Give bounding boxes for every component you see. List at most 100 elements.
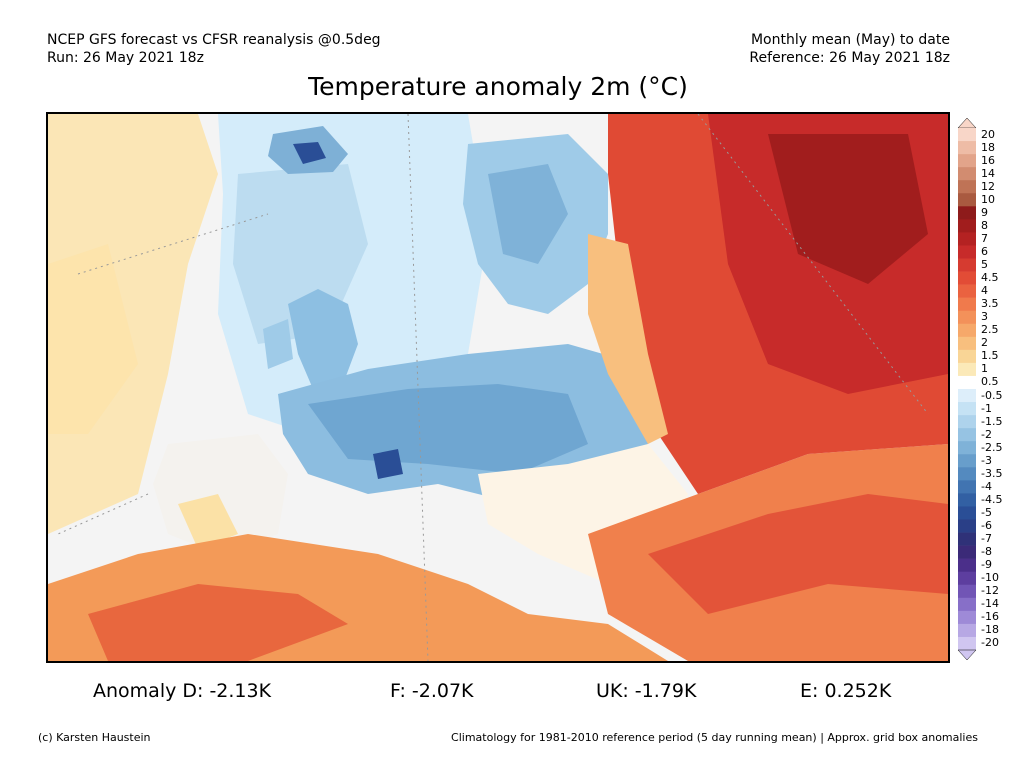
atlantic-warm-patch xyxy=(48,244,138,434)
anatolia-hot-zone xyxy=(648,494,948,614)
colorbar-label: 6 xyxy=(981,244,988,258)
colorbar-swatch xyxy=(958,141,976,155)
colorbar-label: -3 xyxy=(981,453,992,467)
colorbar-swatch xyxy=(958,532,976,546)
colorbar-swatch xyxy=(958,623,976,638)
colorbar-label: 4.5 xyxy=(981,271,999,285)
colorbar-swatch xyxy=(958,362,976,377)
header-right: Monthly mean (May) to date Reference: 26… xyxy=(749,31,950,67)
colorbar-swatch xyxy=(958,349,976,364)
anomaly-uk: UK: -1.79K xyxy=(596,680,697,702)
copyright: (c) Karsten Haustein xyxy=(38,731,151,744)
anomaly-germany: Anomaly D: -2.13K xyxy=(93,680,272,702)
scandinavia-cold-core xyxy=(488,164,568,264)
iceland-cold-core xyxy=(293,142,326,164)
colorbar-label: 1 xyxy=(981,362,988,376)
colorbar-swatch xyxy=(958,180,976,194)
map-canvas xyxy=(48,114,948,661)
colorbar-label: -9 xyxy=(981,558,992,572)
colorbar-swatch xyxy=(958,310,976,325)
run-time: Run: 26 May 2021 18z xyxy=(47,50,204,66)
colorbar-label: -1 xyxy=(981,401,992,415)
colorbar-swatch xyxy=(958,545,976,559)
colorbar-swatch xyxy=(958,480,976,494)
model-description: NCEP GFS forecast vs CFSR reanalysis @0.… xyxy=(47,32,381,48)
colorbar-label: 20 xyxy=(981,127,995,141)
colorbar-swatch xyxy=(958,193,976,207)
colorbar-label: -10 xyxy=(981,571,999,585)
anomaly-spain: E: 0.252K xyxy=(800,680,892,702)
colorbar-swatch xyxy=(958,258,976,272)
colorbar-swatch xyxy=(958,154,976,168)
colorbar-swatch xyxy=(958,245,976,259)
colorbar-label: -4.5 xyxy=(981,492,1003,506)
colorbar-label: 2.5 xyxy=(981,323,999,337)
colorbar-swatch xyxy=(958,232,976,246)
colorbar-swatch xyxy=(958,428,976,442)
colorbar-swatch xyxy=(958,506,976,520)
colorbar-swatch xyxy=(958,454,976,468)
anomaly-france: F: -2.07K xyxy=(390,680,474,702)
colorbar-label: -4 xyxy=(981,479,992,493)
colorbar-swatch xyxy=(958,336,976,351)
colorbar-label: -12 xyxy=(981,584,999,598)
colorbar-label: 18 xyxy=(981,140,995,154)
colorbar-label: 0.5 xyxy=(981,375,999,389)
grid-line xyxy=(57,493,149,535)
colorbar-label: -5 xyxy=(981,505,992,519)
colorbar-swatch xyxy=(958,558,976,572)
colorbar-label: 10 xyxy=(981,192,995,206)
colorbar-label: 5 xyxy=(981,258,988,272)
colorbar-swatch xyxy=(958,219,976,233)
russia-extreme-core xyxy=(768,134,928,284)
colorbar-swatch xyxy=(958,441,976,455)
central-europe-colder xyxy=(308,384,588,474)
colorbar-label: 12 xyxy=(981,179,995,193)
colorbar-label: -2.5 xyxy=(981,440,1003,454)
anomaly-map xyxy=(46,112,950,663)
colorbar-svg xyxy=(957,118,977,660)
grid-line xyxy=(407,114,429,661)
colorbar-label: -1.5 xyxy=(981,414,1003,428)
colorbar-swatch xyxy=(958,128,976,142)
iberia-warm-patch xyxy=(178,494,238,549)
reference-time: Reference: 26 May 2021 18z xyxy=(749,50,950,66)
colorbar-label: -8 xyxy=(981,545,992,559)
colorbar-swatch xyxy=(958,323,976,338)
colorbar-top-arrow xyxy=(957,118,977,129)
colorbar-label: -7 xyxy=(981,532,992,546)
colorbar-swatch xyxy=(958,636,976,651)
colorbar-swatch xyxy=(958,206,976,220)
colorbar-label: -2 xyxy=(981,427,992,441)
colorbar-label: -20 xyxy=(981,636,999,650)
period-description: Monthly mean (May) to date xyxy=(750,32,950,48)
colorbar-swatch xyxy=(958,519,976,533)
colorbar-label: 3 xyxy=(981,310,988,324)
colorbar-swatch xyxy=(958,493,976,507)
colorbar-label: -16 xyxy=(981,610,999,624)
colorbar-label: 3.5 xyxy=(981,297,999,311)
colorbar-swatch xyxy=(958,467,976,481)
colorbar-label: -3.5 xyxy=(981,466,1003,480)
colorbar-label: 1.5 xyxy=(981,349,999,363)
colorbar-swatch xyxy=(958,402,976,416)
colorbar-swatch xyxy=(958,571,976,586)
colorbar-label: 16 xyxy=(981,153,995,167)
colorbar-label: 9 xyxy=(981,205,988,219)
alps-cold-core xyxy=(373,449,403,479)
colorbar-swatch xyxy=(958,584,976,599)
header-left: NCEP GFS forecast vs CFSR reanalysis @0.… xyxy=(47,31,381,67)
colorbar-swatch xyxy=(958,610,976,625)
colorbar-swatch xyxy=(958,271,976,285)
iberia-land xyxy=(153,434,288,554)
colorbar-label: 8 xyxy=(981,218,988,232)
colorbar-label: -0.5 xyxy=(981,388,1003,402)
map-title: Temperature anomaly 2m (°C) xyxy=(308,72,688,101)
north-africa-hot-core xyxy=(88,584,348,661)
colorbar-label: -6 xyxy=(981,519,992,533)
climatology-note: Climatology for 1981-2010 reference peri… xyxy=(451,731,978,744)
colorbar-label: 7 xyxy=(981,231,988,245)
colorbar-bottom-arrow xyxy=(957,649,977,660)
colorbar-swatch xyxy=(958,389,976,403)
colorbar-swatch xyxy=(958,415,976,429)
